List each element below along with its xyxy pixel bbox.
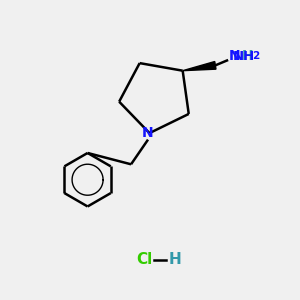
Text: 2: 2	[252, 51, 259, 62]
Text: Cl: Cl	[136, 253, 152, 268]
Text: H: H	[242, 49, 253, 62]
Text: N: N	[228, 49, 240, 62]
Polygon shape	[183, 61, 216, 71]
Text: NH: NH	[233, 50, 255, 63]
Text: H: H	[169, 253, 182, 268]
Text: N: N	[142, 126, 154, 140]
